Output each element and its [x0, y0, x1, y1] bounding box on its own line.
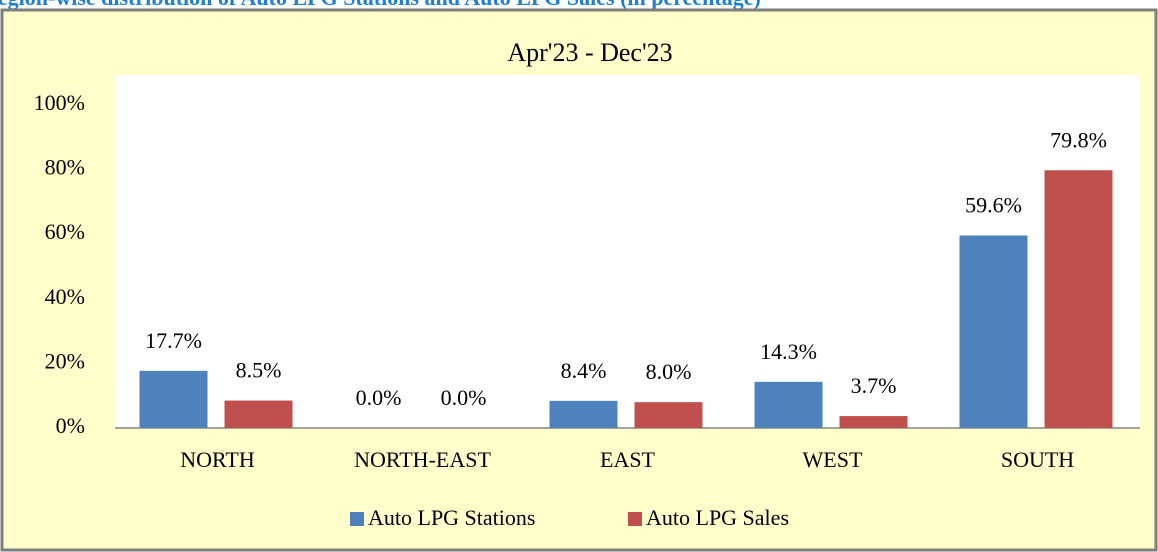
bar — [549, 400, 618, 428]
data-label: 0.0% — [441, 385, 487, 410]
x-tick-label: NORTH — [180, 447, 255, 472]
x-tick-label: SOUTH — [1001, 447, 1074, 472]
data-label: 14.3% — [760, 339, 817, 364]
bar — [224, 400, 293, 428]
x-tick-label: EAST — [600, 447, 656, 472]
bar — [839, 416, 908, 428]
x-tick-label: NORTH-EAST — [354, 447, 491, 472]
y-tick-label: 60% — [45, 219, 85, 244]
x-tick-label: WEST — [803, 447, 863, 472]
legend-label: Auto LPG Stations — [368, 505, 535, 530]
legend-swatch — [350, 512, 364, 526]
bar — [139, 370, 208, 428]
bar — [959, 235, 1028, 428]
y-tick-label: 80% — [45, 155, 85, 180]
data-label: 0.0% — [356, 385, 402, 410]
y-tick-label: 20% — [45, 348, 85, 373]
bar — [634, 402, 703, 428]
data-label: 8.0% — [646, 359, 692, 384]
bar — [1044, 170, 1113, 428]
data-label: 3.7% — [851, 373, 897, 398]
y-tick-label: 0% — [56, 413, 85, 438]
caption: Region-wise distribution of Auto LPG Sta… — [0, 0, 761, 10]
data-label: 8.4% — [561, 358, 607, 383]
data-label: 17.7% — [145, 328, 202, 353]
data-label: 8.5% — [236, 358, 282, 383]
y-tick-label: 40% — [45, 284, 85, 309]
legend-label: Auto LPG Sales — [646, 505, 789, 530]
y-tick-label: 100% — [34, 90, 85, 115]
legend-swatch — [628, 512, 642, 526]
data-label: 59.6% — [965, 193, 1022, 218]
data-label: 79.8% — [1050, 127, 1107, 152]
bar — [754, 381, 823, 428]
chart-title: Apr'23 - Dec'23 — [507, 38, 672, 67]
